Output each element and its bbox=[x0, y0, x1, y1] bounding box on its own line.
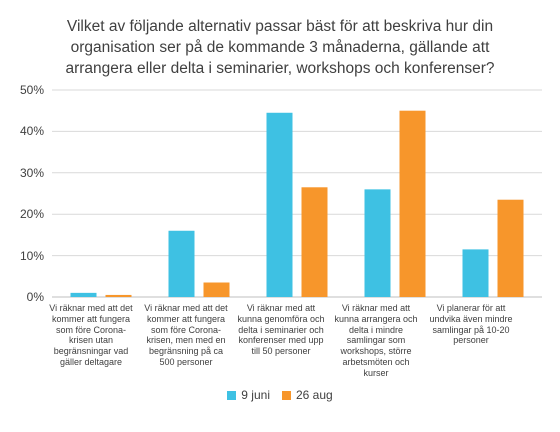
x-category-label-1: Vi räknar med att det kommer att fungera s… bbox=[49, 303, 133, 367]
legend-swatch bbox=[227, 390, 237, 400]
x-category-label-4: Vi räknar med att kunna arrangera och delt… bbox=[334, 303, 418, 378]
bar-series-1-cat-5 bbox=[462, 249, 489, 297]
bar-series-1-cat-3 bbox=[266, 112, 293, 298]
legend-swatch bbox=[281, 390, 291, 400]
y-tick-label: 30% bbox=[19, 166, 44, 180]
y-tick-label: 20% bbox=[19, 207, 44, 221]
bar-series-1-cat-4 bbox=[364, 189, 391, 297]
bar-series-2-cat-4 bbox=[399, 110, 426, 297]
bar-series-2-cat-1 bbox=[105, 294, 132, 297]
bar-series-1-cat-1 bbox=[70, 292, 97, 297]
legend-item-series-2: 26 aug bbox=[281, 388, 333, 402]
x-category-label-3: Vi räknar med att kunna genomföra och delt… bbox=[237, 303, 325, 357]
chart-title-line-3: arrangera eller delta i seminarier, work… bbox=[65, 60, 495, 77]
y-tick-label: 50% bbox=[19, 83, 44, 97]
bar-series-1-cat-2 bbox=[168, 230, 195, 297]
y-tick-label: 10% bbox=[19, 249, 44, 263]
chart-title-line-2: organisation ser på de kommande 3 månade… bbox=[70, 39, 490, 56]
legend-item-series-1: 9 juni bbox=[227, 388, 270, 402]
chart-title-line-1: Vilket av följande alternativ passar bäs… bbox=[66, 18, 494, 35]
bar-series-2-cat-3 bbox=[301, 187, 328, 297]
bar-series-2-cat-2 bbox=[203, 282, 230, 297]
x-category-label-5: Vi planerar för att undvika även mindre sa… bbox=[429, 303, 513, 346]
y-tick-label: 40% bbox=[19, 124, 44, 138]
legend: 9 juni 26 aug bbox=[0, 388, 560, 402]
legend-label: 26 aug bbox=[295, 388, 333, 402]
legend-label: 9 juni bbox=[241, 388, 270, 402]
y-tick-label: 0% bbox=[26, 290, 44, 304]
bar-series-2-cat-5 bbox=[497, 199, 524, 297]
x-category-label-2: Vi räknar med att det kommer att fungera s… bbox=[144, 303, 228, 367]
